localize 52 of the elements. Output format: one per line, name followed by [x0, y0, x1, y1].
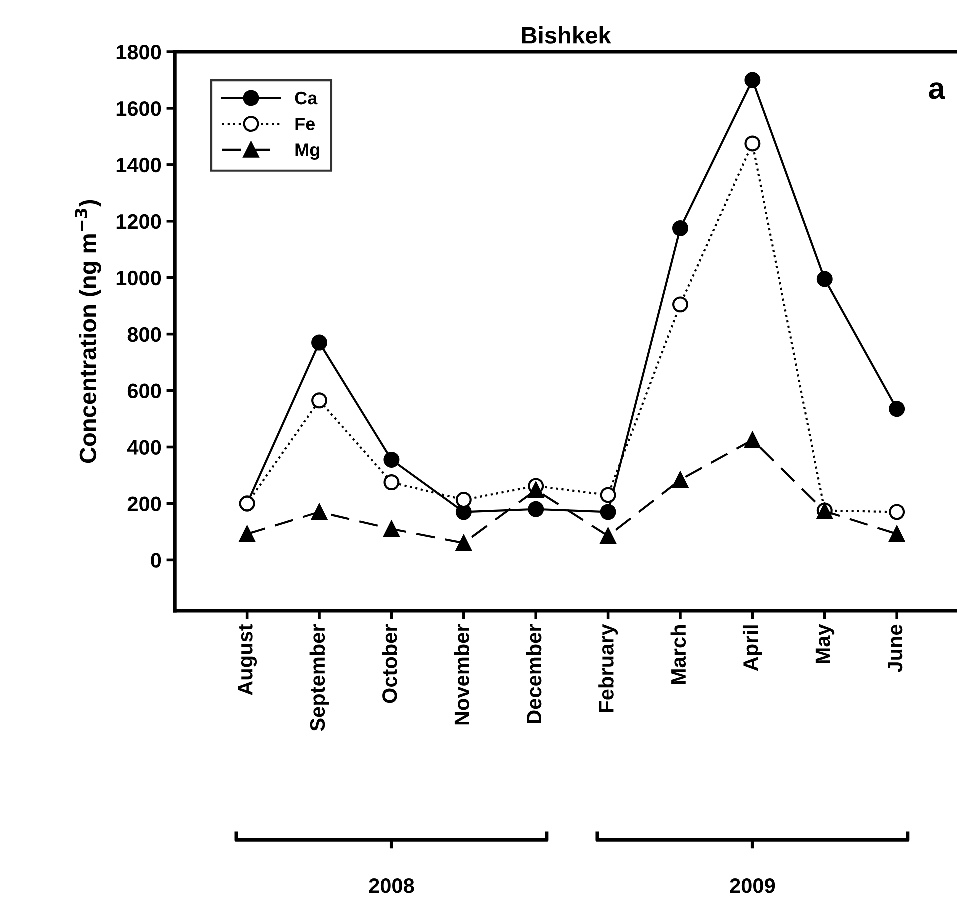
y-axis-title: Concentration (ng m$^{−3}$)	[75, 200, 102, 464]
x-tick-label: April	[742, 626, 762, 672]
x-tick-label: October	[382, 624, 398, 704]
y-tick-label: 1600	[116, 101, 162, 116]
text: 2008	[369, 878, 414, 894]
legend-label: Mg	[296, 144, 320, 160]
x-tick-label: November	[454, 624, 470, 725]
point	[312, 334, 328, 351]
y-tick-label: 1400	[116, 158, 162, 173]
x-tick-label: March	[670, 625, 686, 684]
legend-label: Ca	[295, 92, 318, 105]
y-tick-label: 400	[127, 440, 162, 456]
point	[312, 392, 328, 409]
y-tick-label: 200	[128, 496, 162, 512]
point	[744, 136, 761, 152]
x-tick-label: February	[598, 624, 618, 712]
point	[456, 535, 472, 552]
y-tick-label: 1800	[116, 45, 162, 60]
point	[889, 401, 906, 418]
x-tick-label: May	[816, 624, 835, 664]
point	[600, 487, 616, 504]
point	[889, 504, 906, 520]
point	[600, 528, 616, 544]
point	[672, 296, 688, 313]
x-tick-label: June	[888, 624, 903, 672]
point	[528, 501, 544, 518]
point	[672, 472, 688, 488]
point	[744, 72, 761, 88]
chart-title: Bishkek	[522, 26, 612, 44]
point	[528, 482, 544, 498]
annotation: a	[929, 82, 946, 100]
point	[600, 504, 616, 520]
point	[816, 271, 833, 288]
x-tick-label: September	[310, 624, 330, 732]
point	[312, 504, 328, 520]
point	[744, 432, 761, 448]
point	[384, 452, 400, 468]
legend-label: Fe	[296, 118, 316, 131]
text: 2009	[730, 878, 776, 894]
x-tick-label: December	[526, 624, 542, 724]
y-tick-label: 600	[128, 384, 162, 399]
y-tick-label: 800	[128, 327, 162, 342]
point	[889, 526, 906, 542]
y-tick-label: 0	[151, 553, 162, 568]
point	[456, 492, 472, 508]
point	[384, 474, 400, 491]
x-tick-label: August	[238, 624, 258, 696]
y-tick-label: 1200	[116, 214, 162, 230]
point	[672, 220, 688, 236]
point	[384, 521, 400, 538]
point	[239, 526, 256, 542]
y-tick-label: 1000	[116, 270, 162, 286]
